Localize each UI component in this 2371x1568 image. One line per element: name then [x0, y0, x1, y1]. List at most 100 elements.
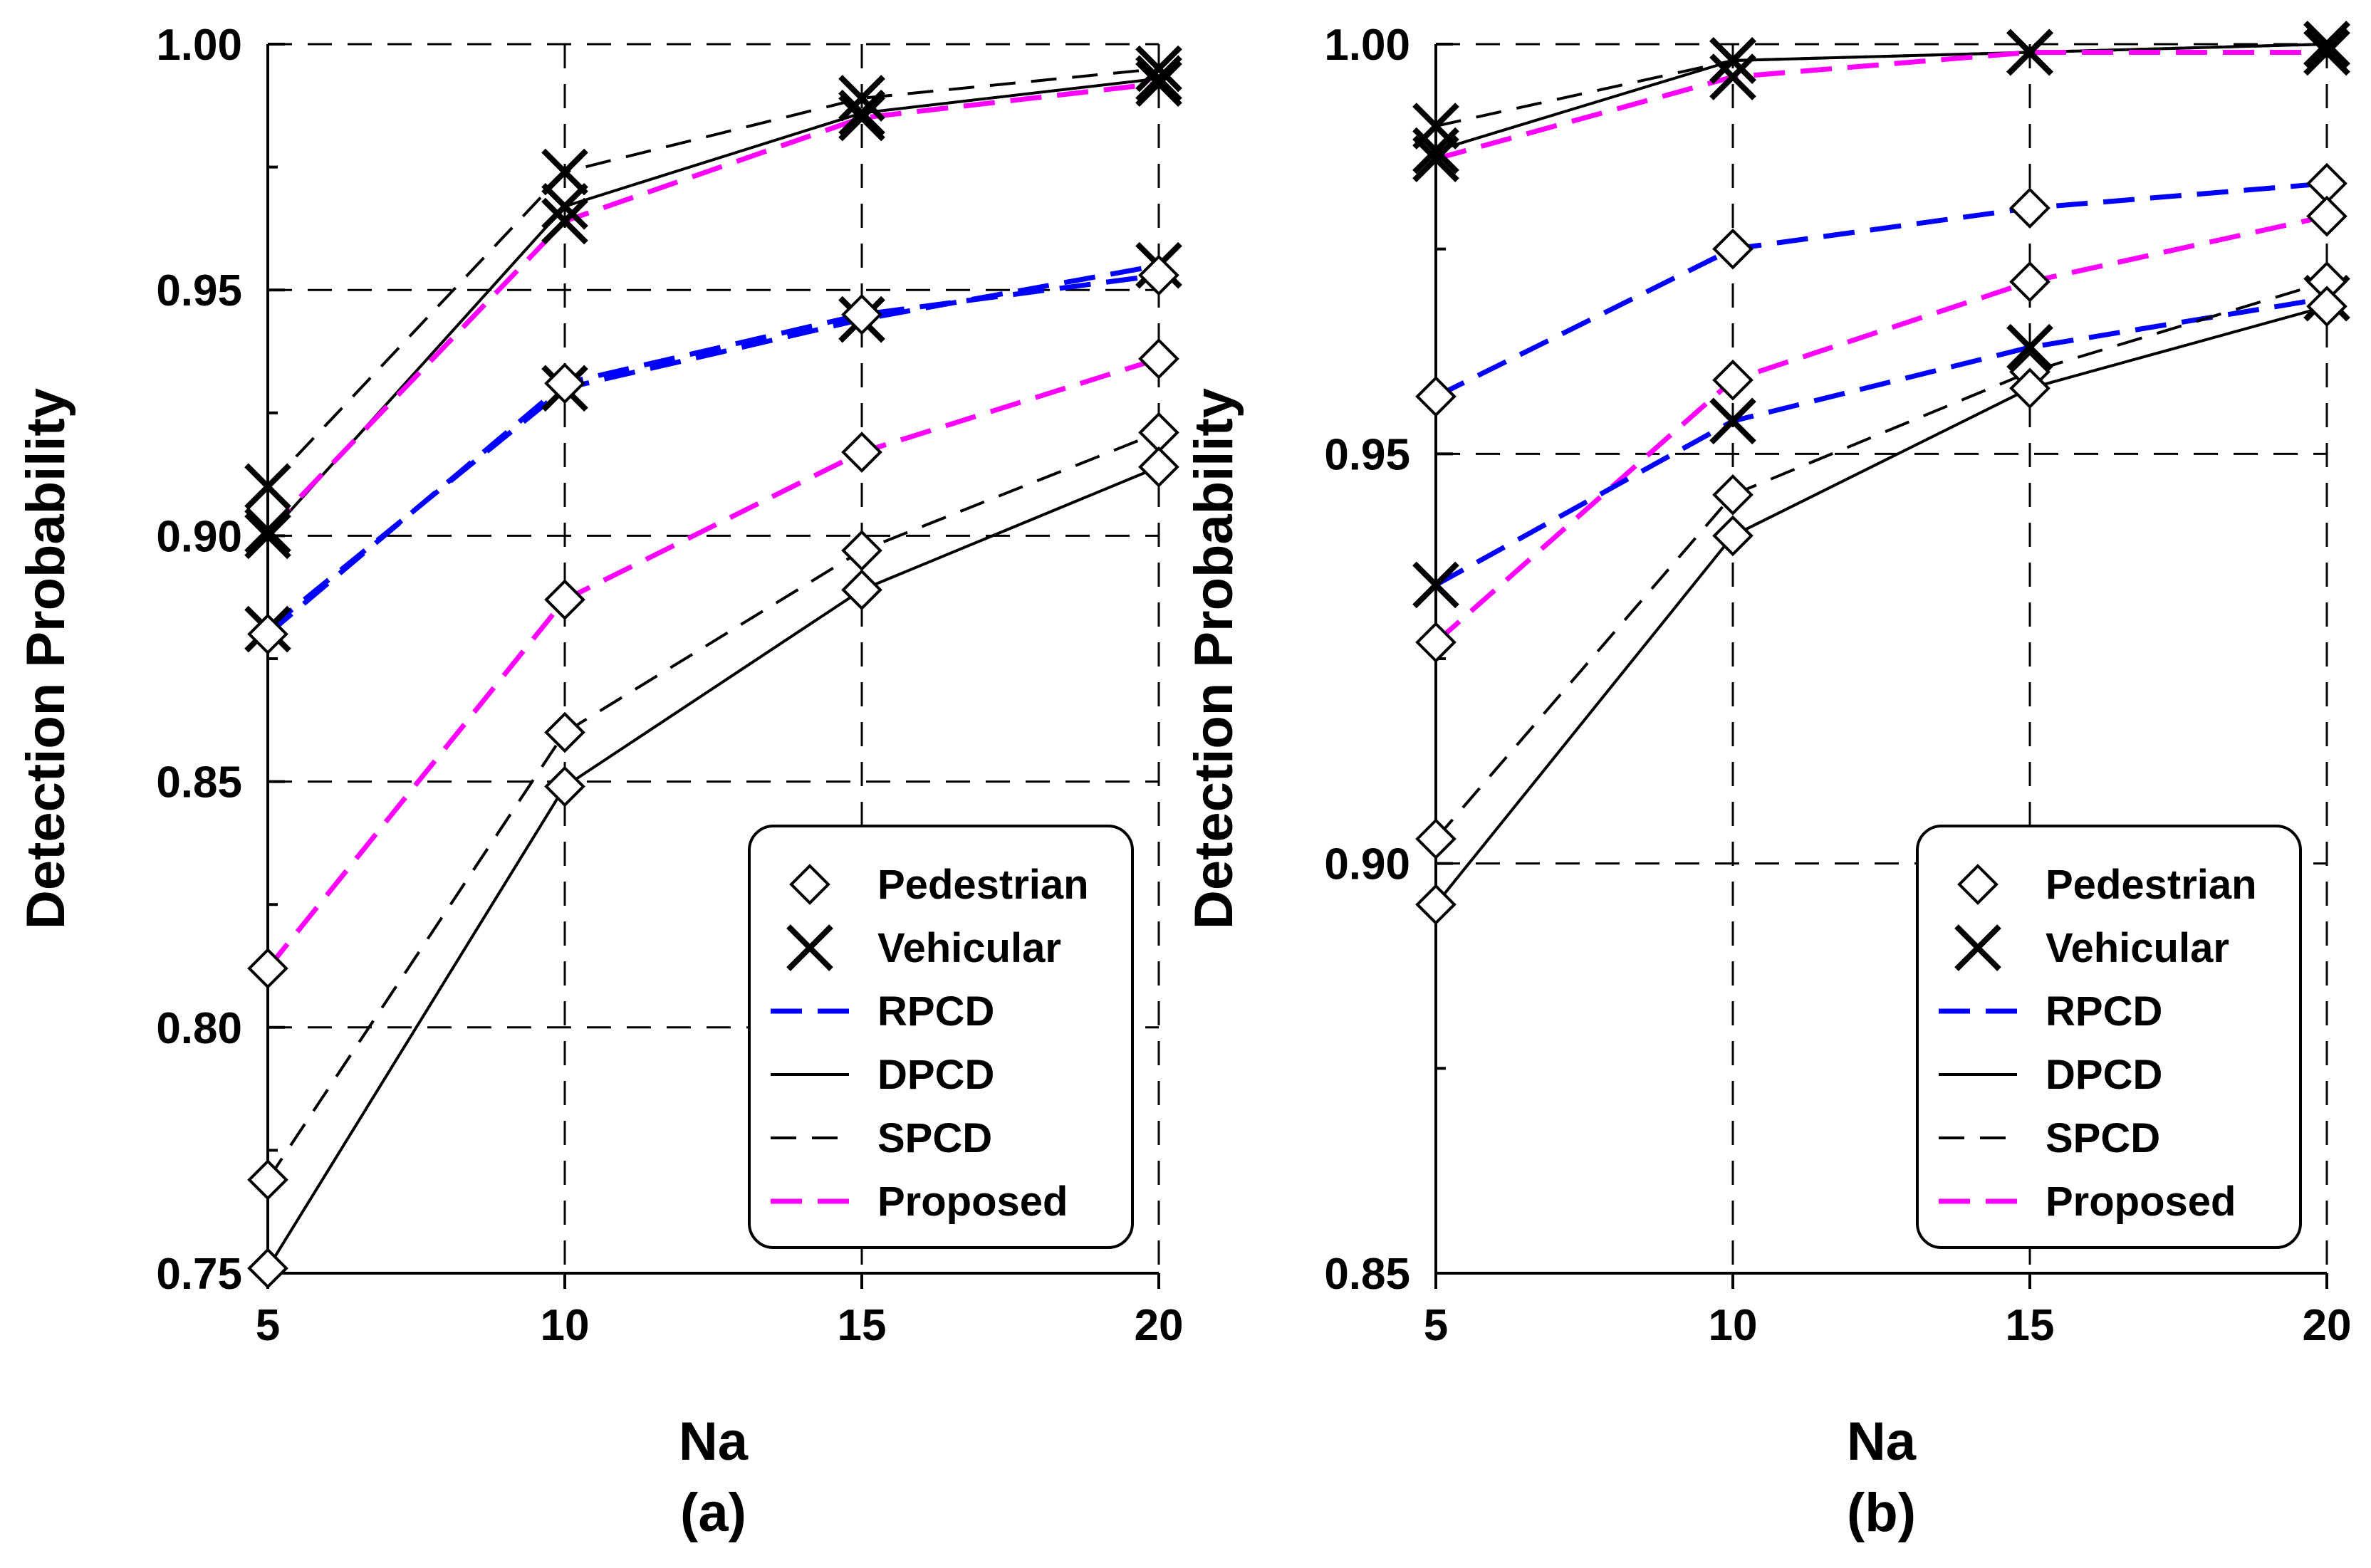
y-tick-label: 0.90 [156, 512, 242, 561]
data-point-pedestrian-proposed [2306, 195, 2347, 237]
legend: Pedestrian Vehicular RPCD DPCD SPCD Proposed [1916, 825, 2302, 1249]
series-markers [1412, 21, 2350, 926]
legend-label: RPCD [2046, 988, 2162, 1035]
legend-label: RPCD [877, 988, 994, 1035]
data-point-pedestrian-proposed [1712, 359, 1754, 401]
panel-label: (b) [1847, 1483, 1916, 1543]
chart-panel-a: 0.75 0.80 0.85 0.90 0.95 1.00 5 10 15 20 Na (a) Dete… [16, 21, 1183, 1543]
data-point-pedestrian-rpcd [841, 293, 882, 335]
x-axis-title: Na [1847, 1411, 1917, 1472]
chart-panel-b: 0.85 0.90 0.95 1.00 5 10 15 20 Na (b) Detection Pr… [1184, 21, 2351, 1543]
data-point-vehicular-proposed [2006, 28, 2053, 76]
data-point-pedestrian-proposed [544, 579, 585, 620]
data-point-pedestrian-rpcd [1138, 254, 1179, 296]
legend-cross-icon [786, 924, 833, 971]
data-point-vehicular-rpcd [1709, 397, 1756, 445]
series-line-vehicular-proposed [1435, 50, 2327, 162]
data-point-vehicular-rpcd [2006, 323, 2053, 371]
grid [268, 43, 1160, 1273]
y-tick-label: 0.95 [156, 266, 242, 315]
series-lines [1434, 43, 2328, 906]
data-point-vehicular-spcd [838, 75, 885, 122]
series-line-vehicular-rpcd [266, 263, 1160, 632]
legend-diamond-icon [1957, 864, 1999, 905]
series-line-pedestrian-rpcd [1434, 181, 2328, 399]
data-point-vehicular-proposed [541, 197, 588, 245]
data-point-pedestrian-spcd [247, 1159, 288, 1201]
data-point-pedestrian-dpcd [1138, 446, 1179, 488]
data-point-pedestrian-spcd [1415, 818, 1457, 859]
series-lines [266, 67, 1160, 1270]
legend-label: Pedestrian [877, 862, 1089, 908]
y-tick-label: 0.75 [156, 1250, 242, 1299]
legend-label: Vehicular [2046, 925, 2229, 971]
data-point-vehicular-rpcd [1412, 561, 1459, 609]
x-tick-label: 20 [1135, 1301, 1184, 1350]
data-point-pedestrian-rpcd [2009, 187, 2050, 229]
data-point-vehicular-proposed [1709, 53, 1756, 100]
data-point-pedestrian-dpcd [841, 569, 882, 611]
y-tick-label: 0.85 [156, 758, 242, 807]
data-point-pedestrian-rpcd [1415, 375, 1457, 417]
series-line-vehicular-spcd [266, 67, 1160, 488]
data-point-pedestrian-spcd [841, 530, 882, 571]
data-point-vehicular-proposed [1412, 135, 1459, 182]
series-line-pedestrian-proposed [1434, 214, 2328, 644]
data-point-pedestrian-spcd [544, 711, 585, 753]
data-point-pedestrian-dpcd [1415, 884, 1457, 926]
data-point-vehicular-dpcd [1135, 55, 1182, 103]
legend-label: Proposed [877, 1178, 1068, 1225]
data-point-vehicular-spcd [541, 148, 588, 196]
series-line-pedestrian-rpcd [266, 273, 1160, 637]
x-tick-label: 10 [541, 1301, 590, 1350]
data-point-vehicular-dpcd [244, 512, 291, 560]
y-axis-title: Detection Probability [1184, 388, 1244, 929]
legend-box [748, 825, 1134, 1249]
series-line-vehicular-rpcd [1434, 296, 2328, 587]
x-tick-label: 15 [838, 1301, 887, 1350]
series-line-pedestrian-spcd [266, 431, 1160, 1181]
data-point-pedestrian-rpcd [1712, 228, 1754, 270]
y-tick-label: 0.85 [1324, 1250, 1410, 1299]
legend-label: Pedestrian [2046, 862, 2257, 908]
legend-label: SPCD [877, 1115, 992, 1161]
data-point-pedestrian-dpcd [2009, 367, 2050, 409]
legend: Pedestrian Vehicular RPCD DPCD SPCD Proposed [748, 825, 1134, 1249]
data-point-vehicular-dpcd [838, 89, 885, 137]
data-point-vehicular-proposed [838, 94, 885, 142]
series-line-pedestrian-dpcd [266, 465, 1160, 1270]
legend-label: DPCD [877, 1052, 994, 1098]
data-point-vehicular-dpcd [1709, 37, 1756, 84]
data-point-pedestrian-dpcd [544, 765, 585, 807]
data-point-pedestrian-rpcd [544, 362, 585, 404]
data-point-pedestrian-proposed [1415, 622, 1457, 663]
y-tick-label: 1.00 [156, 21, 242, 70]
series-line-pedestrian-spcd [1434, 280, 2328, 840]
x-tick-label: 20 [2303, 1301, 2352, 1350]
panel-label: (a) [680, 1483, 746, 1543]
y-tick-label: 0.90 [1324, 840, 1410, 889]
y-tick-label: 0.95 [1324, 430, 1410, 479]
data-point-pedestrian-proposed [247, 948, 288, 989]
x-tick-label: 15 [2006, 1301, 2055, 1350]
series-line-vehicular-dpcd [266, 77, 1160, 537]
legend-label: Proposed [2046, 1178, 2236, 1225]
data-point-pedestrian-spcd [1712, 474, 1754, 516]
legend-label: SPCD [2046, 1115, 2160, 1161]
legend-label: Vehicular [877, 925, 1061, 971]
data-point-pedestrian-proposed [2009, 261, 2050, 303]
data-point-pedestrian-dpcd [247, 1248, 288, 1289]
data-point-vehicular-proposed [1135, 60, 1182, 108]
data-point-vehicular-spcd [1135, 45, 1182, 93]
x-tick-label: 5 [1424, 1301, 1448, 1350]
data-point-pedestrian-rpcd [247, 613, 288, 655]
data-point-vehicular-spcd [244, 463, 291, 511]
data-point-vehicular-dpcd [541, 183, 588, 230]
legend-box [1916, 825, 2302, 1249]
x-tick-label: 5 [256, 1301, 280, 1350]
x-tick-label: 10 [1709, 1301, 1758, 1350]
data-point-pedestrian-dpcd [1712, 515, 1754, 557]
x-axis-title: Na [679, 1411, 749, 1472]
data-point-vehicular-dpcd [2303, 21, 2350, 68]
